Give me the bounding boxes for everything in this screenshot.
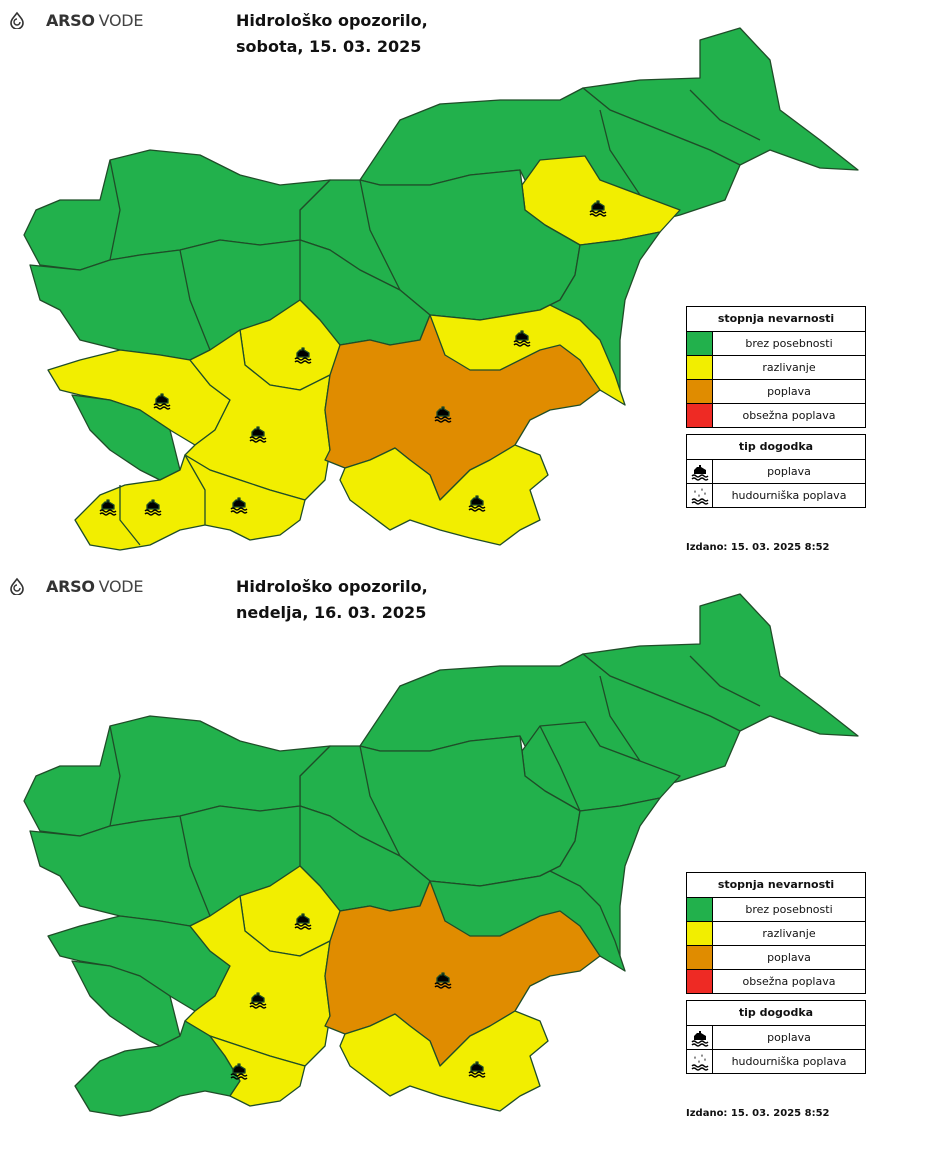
legend-row-type-flood: poplava — [687, 460, 865, 484]
map-legend: stopnja nevarnosti brez posebnosti razli… — [686, 872, 866, 1080]
region-center-south-yellow — [184, 329, 331, 501]
legend-icon-cell — [687, 460, 713, 483]
legend-row-none: brez posebnosti — [687, 332, 865, 356]
legend-row-spill: razlivanje — [687, 922, 865, 946]
legend-swatch-green — [687, 898, 713, 921]
title-line-1: Hidrološko opozorilo, — [236, 11, 428, 30]
forecast-panel-sunday: ARSO VODE Hidrološko opozorilo, nedelja,… — [0, 566, 926, 1131]
legend-level-header: stopnja nevarnosti — [687, 873, 865, 898]
slovenia-flood-map — [23, 27, 859, 551]
logo-text-arso: ARSO — [46, 10, 95, 30]
legend-icon-cell — [687, 1026, 713, 1049]
legend-label: poplava — [767, 1031, 811, 1044]
legend-event-types: tip dogodka poplava hudourniška poplava — [686, 1000, 866, 1074]
legend-row-type-flash-flood: hudourniška poplava — [687, 1050, 865, 1073]
region-east-yellow — [429, 304, 626, 406]
legend-type-header: tip dogodka — [687, 1001, 865, 1026]
title-line-2: sobota, 15. 03. 2025 — [236, 37, 422, 56]
region-center-south-yellow — [184, 895, 331, 1067]
legend-label: hudourniška poplava — [731, 1055, 847, 1068]
legend-label: razlivanje — [762, 361, 816, 374]
logo-text-vode: VODE — [98, 576, 144, 596]
legend-label: poplava — [767, 385, 811, 398]
warning-title: Hidrološko opozorilo, sobota, 15. 03. 20… — [236, 8, 428, 60]
legend-danger-levels: stopnja nevarnosti brez posebnosti razli… — [686, 306, 866, 428]
slovenia-flood-map — [23, 593, 859, 1117]
title-line-1: Hidrološko opozorilo, — [236, 577, 428, 596]
legend-swatch-yellow — [687, 356, 713, 379]
title-line-2: nedelja, 16. 03. 2025 — [236, 603, 427, 622]
legend-swatch-green — [687, 332, 713, 355]
legend-label: obsežna poplava — [742, 975, 836, 988]
legend-row-type-flood: poplava — [687, 1026, 865, 1050]
map-legend: stopnja nevarnosti brez posebnosti razli… — [686, 306, 866, 514]
legend-swatch-orange — [687, 380, 713, 403]
legend-icon-cell — [687, 1050, 713, 1073]
region-east-green — [429, 870, 626, 972]
legend-label: brez posebnosti — [745, 903, 833, 916]
legend-swatch-red — [687, 970, 713, 993]
arso-logo-icon — [10, 577, 24, 595]
flood-icon — [690, 1029, 709, 1047]
legend-row-none: brez posebnosti — [687, 898, 865, 922]
arso-logo: ARSO VODE — [8, 574, 143, 598]
forecast-panel-saturday: ARSO VODE Hidrološko opozorilo, sobota, … — [0, 0, 926, 565]
region-sw-yellow — [74, 454, 306, 551]
legend-label: poplava — [767, 951, 811, 964]
issued-timestamp: Izdano: 15. 03. 2025 8:52 — [686, 542, 830, 553]
legend-label: poplava — [767, 465, 811, 478]
legend-row-major-flood: obsežna poplava — [687, 970, 865, 993]
flood-icon — [690, 463, 709, 481]
legend-swatch-orange — [687, 946, 713, 969]
flash-flood-icon — [690, 486, 709, 505]
legend-label: razlivanje — [762, 927, 816, 940]
legend-label: obsežna poplava — [742, 409, 836, 422]
legend-row-flood: poplava — [687, 380, 865, 404]
legend-row-type-flash-flood: hudourniška poplava — [687, 484, 865, 507]
logo-text-arso: ARSO — [46, 576, 95, 596]
legend-type-header: tip dogodka — [687, 435, 865, 460]
legend-swatch-yellow — [687, 922, 713, 945]
legend-label: hudourniška poplava — [731, 489, 847, 502]
legend-row-spill: razlivanje — [687, 356, 865, 380]
warning-title: Hidrološko opozorilo, nedelja, 16. 03. 2… — [236, 574, 428, 626]
legend-level-header: stopnja nevarnosti — [687, 307, 865, 332]
region-se-yellow — [339, 1010, 549, 1112]
issued-timestamp: Izdano: 15. 03. 2025 8:52 — [686, 1108, 830, 1119]
legend-swatch-red — [687, 404, 713, 427]
legend-row-major-flood: obsežna poplava — [687, 404, 865, 427]
legend-label: brez posebnosti — [745, 337, 833, 350]
legend-row-flood: poplava — [687, 946, 865, 970]
legend-icon-cell — [687, 484, 713, 507]
legend-danger-levels: stopnja nevarnosti brez posebnosti razli… — [686, 872, 866, 994]
legend-event-types: tip dogodka poplava hudourniška poplava — [686, 434, 866, 508]
region-se-yellow — [339, 444, 549, 546]
logo-text-vode: VODE — [98, 10, 144, 30]
arso-logo-icon — [10, 11, 24, 29]
flash-flood-icon — [690, 1052, 709, 1071]
arso-logo: ARSO VODE — [8, 8, 143, 32]
